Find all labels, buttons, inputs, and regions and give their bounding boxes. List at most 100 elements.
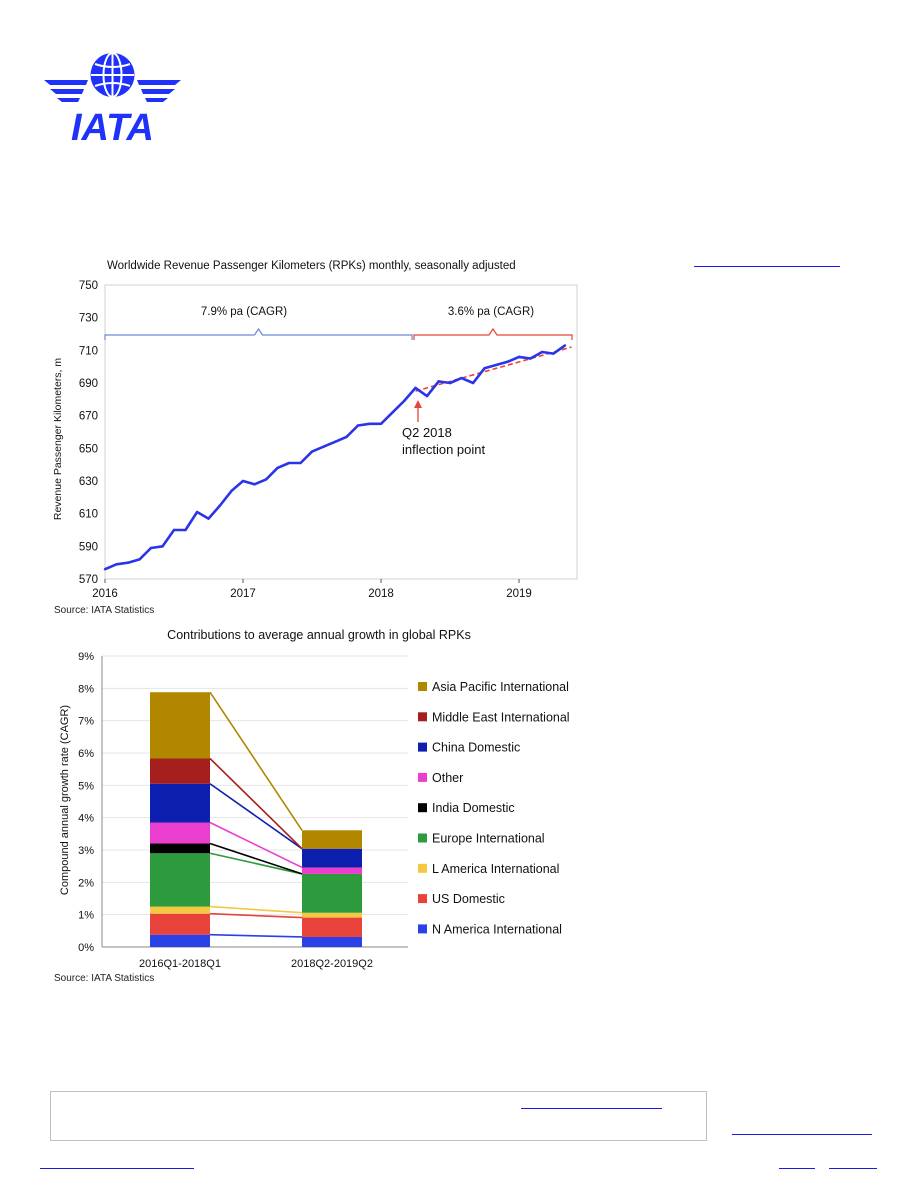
link-underline-top-right[interactable] — [694, 266, 840, 267]
chart2-bar-segment — [150, 783, 210, 823]
chart1-source: Source: IATA Statistics — [54, 605, 154, 616]
link-underline-bottom-left[interactable] — [40, 1168, 194, 1169]
chart1-ytick-label: 670 — [79, 411, 98, 423]
chart1-data-point — [103, 568, 107, 571]
chart1-ytick-label: 730 — [79, 313, 98, 325]
chart1-data-point — [218, 504, 222, 507]
chart1-brace-right-label: 3.6% pa (CAGR) — [448, 306, 534, 318]
chart1-data-point — [483, 367, 486, 370]
chart2-ytick-label: 9% — [78, 651, 94, 663]
chart2-ytick-label: 1% — [78, 910, 94, 922]
chart2-connector-line — [209, 912, 303, 919]
chart1-data-point — [414, 386, 417, 390]
chart2-legend-label: India Domestic — [432, 801, 515, 815]
chart2-legend-label: L America International — [432, 862, 559, 876]
chart2-ytick-label: 8% — [78, 683, 94, 695]
chart1-data-point — [115, 563, 118, 566]
chart1-data-point — [333, 440, 337, 443]
chart2-ytick-label: 4% — [78, 813, 94, 825]
chart1-data-point — [287, 461, 291, 465]
chart2-bar-segment — [302, 936, 362, 947]
chart2-legend-swatch — [418, 712, 427, 722]
chart2-ytick-label: 5% — [78, 780, 94, 792]
chart2-legend-swatch — [418, 682, 427, 691]
chart2-title: Contributions to average annual growth i… — [167, 628, 471, 642]
chart1-data-point — [529, 357, 532, 360]
chart2-connector-line — [209, 905, 303, 914]
chart2-connector-line — [209, 842, 303, 875]
chart1-data-point — [161, 545, 164, 548]
chart1-data-point — [540, 350, 544, 354]
chart1-data-point — [368, 422, 371, 426]
chart2-bar-segment — [150, 913, 210, 935]
chart2-bar-segment — [150, 853, 210, 907]
chart2-source: Source: IATA Statistics — [54, 973, 154, 984]
chart1-data-point — [241, 479, 245, 483]
chart2-bar-segment — [302, 830, 362, 849]
chart2-legend-label: Asia Pacific International — [432, 680, 569, 694]
link-underline-bottom-right[interactable] — [829, 1168, 877, 1169]
chart2-bar-segment — [302, 848, 362, 868]
chart2-ytick-label: 6% — [78, 748, 94, 760]
link-underline-footer-box[interactable] — [521, 1108, 662, 1109]
link-underline-right[interactable] — [732, 1134, 872, 1135]
chart2-bar-segment — [150, 822, 210, 844]
chart1-inflection-label-1: Q2 2018 — [402, 425, 452, 440]
chart1-data-point — [437, 380, 440, 383]
chart1-data-point — [230, 489, 233, 492]
chart1-brace-right — [413, 327, 573, 340]
chart1-data-point — [448, 381, 452, 385]
chart1-xtick-label: 2016 — [92, 588, 118, 600]
chart1-xtick-label: 2019 — [506, 588, 532, 600]
chart2-bar-segment — [302, 917, 362, 937]
chart2-bar-segment — [150, 906, 210, 914]
chart2-connector-line — [209, 852, 303, 875]
chart1-data-point — [253, 483, 256, 486]
chart2-bar-segment — [302, 873, 362, 913]
logo-wings — [44, 80, 181, 102]
chart1-ylabel: Revenue Passenger Kilometers, m — [52, 358, 64, 520]
chart1-ytick-label: 710 — [79, 345, 98, 357]
link-underline-bottom-mid[interactable] — [779, 1168, 815, 1169]
chart2-legend-label: China Domestic — [432, 741, 520, 755]
chart1-data-point — [195, 510, 199, 514]
chart2-bar-segment — [302, 912, 362, 918]
chart1-data-point — [299, 461, 302, 465]
iata-logo: IATA — [44, 52, 181, 144]
chart1-xtick-label: 2017 — [230, 588, 256, 600]
chart2-connector-line — [209, 783, 303, 850]
chart1-data-point — [517, 355, 521, 359]
chart1-data-point — [276, 466, 279, 470]
chart2-connector-line — [209, 821, 303, 869]
chart2-ytick-label: 7% — [78, 716, 94, 728]
chart1-data-point — [425, 394, 429, 398]
rpk-line-chart: Worldwide Revenue Passenger Kilometers (… — [52, 260, 578, 616]
chart1-inflection-arrowhead — [414, 400, 422, 408]
contributions-bar-chart: Contributions to average annual growth i… — [54, 628, 570, 984]
chart1-data-point — [138, 558, 141, 561]
chart2-ytick-label: 0% — [78, 942, 94, 954]
chart1-ytick-label: 690 — [79, 378, 98, 390]
chart1-title: Worldwide Revenue Passenger Kilometers (… — [107, 260, 516, 272]
chart2-connector-line — [209, 757, 303, 850]
chart1-ytick-label: 750 — [79, 280, 98, 292]
chart1-ytick-label: 570 — [79, 574, 98, 586]
chart2-bar-segment — [302, 867, 362, 874]
chart2-ytick-label: 3% — [78, 845, 94, 857]
chart2-legend-label: Other — [432, 771, 463, 785]
chart2-legend-swatch — [418, 863, 427, 873]
chart2-legend-label: US Domestic — [432, 892, 505, 906]
chart1-ytick-label: 610 — [79, 509, 98, 521]
globe-icon — [90, 52, 135, 98]
chart1-data-point — [345, 435, 348, 439]
chart1-data-point — [506, 360, 509, 363]
chart1-data-point — [460, 376, 463, 380]
chart1-data-point — [149, 546, 153, 550]
chart1-plot-frame — [104, 284, 578, 580]
chart2-legend-swatch — [418, 924, 427, 934]
chart2-legend-swatch — [418, 772, 427, 782]
chart2-legend-label: N America International — [432, 922, 562, 936]
chart2-legend-swatch — [418, 833, 427, 843]
chart2-category-label: 2016Q1-2018Q1 — [139, 958, 221, 970]
chart1-data-point — [126, 561, 130, 564]
